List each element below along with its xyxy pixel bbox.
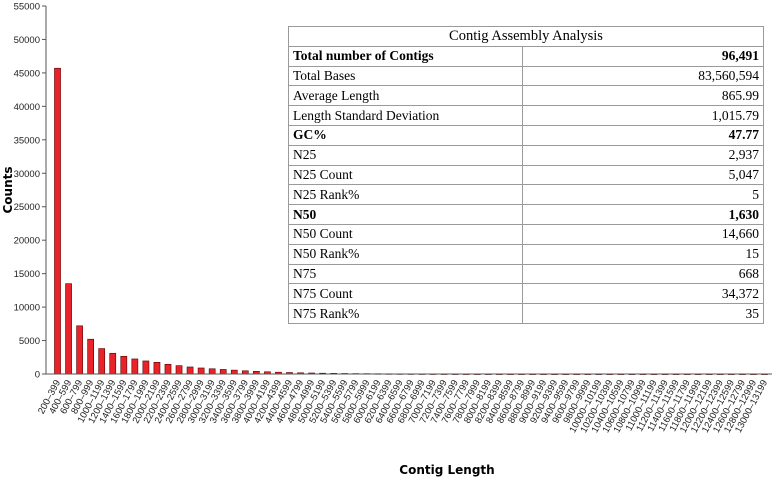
y-tick-label: 20000 xyxy=(14,236,40,247)
table-title: Contig Assembly Analysis xyxy=(288,26,764,47)
y-tick-label: 15000 xyxy=(14,269,40,280)
row-value: 15 xyxy=(522,243,764,265)
table-row: N75 Rank% 35 xyxy=(288,303,764,324)
bar xyxy=(65,283,72,375)
bar xyxy=(208,368,216,375)
row-value: 5 xyxy=(522,184,764,206)
y-tick-label: 25000 xyxy=(14,202,40,213)
bar xyxy=(186,366,194,375)
row-label: N25 Rank% xyxy=(288,184,523,206)
y-tick-label: 45000 xyxy=(14,68,40,79)
table-row: N25 Count 5,047 xyxy=(288,164,764,186)
bar xyxy=(76,325,83,375)
bar xyxy=(230,369,238,375)
contig-assembly-table: Contig Assembly Analysis Total number of… xyxy=(288,26,764,324)
row-value: 1,015.79 xyxy=(522,105,764,126)
bar xyxy=(120,355,128,375)
bar xyxy=(175,365,183,375)
row-label: N25 Count xyxy=(288,164,523,186)
table-row: N50 Count 14,660 xyxy=(288,223,764,245)
table-row: Average Length 865.99 xyxy=(288,85,764,107)
row-label: Total number of Contigs xyxy=(288,45,523,67)
row-label: N75 Rank% xyxy=(288,303,523,324)
bar xyxy=(87,338,94,375)
bar xyxy=(109,352,117,375)
y-tick-label: 10000 xyxy=(14,303,40,314)
bar xyxy=(164,363,172,375)
table-row: N50 Rank% 15 xyxy=(288,243,764,265)
row-label: N50 Rank% xyxy=(288,243,523,265)
x-axis-title: Contig Length xyxy=(399,463,494,477)
y-tick-label: 55000 xyxy=(14,2,40,13)
bar xyxy=(142,360,150,375)
row-value: 14,660 xyxy=(522,223,764,245)
row-label: Length Standard Deviation xyxy=(288,105,523,126)
row-value: 865.99 xyxy=(522,85,764,107)
table-row: GC% 47.77 xyxy=(288,124,764,146)
table-row: Total number of Contigs 96,491 xyxy=(288,45,764,67)
row-label: Average Length xyxy=(288,85,523,107)
y-tick-label: 30000 xyxy=(14,169,40,180)
table-row: Length Standard Deviation 1,015.79 xyxy=(288,105,764,126)
bar xyxy=(98,348,106,375)
row-value: 34,372 xyxy=(522,283,764,305)
bar xyxy=(54,67,61,375)
row-value: 2,937 xyxy=(522,144,764,166)
y-tick-label: 50000 xyxy=(14,35,40,46)
row-label: N25 xyxy=(288,144,523,166)
y-axis-ticks: 0 5000 10000 15000 20000 25000 30000 35000 40000… xyxy=(14,2,46,381)
table-row: N50 1,630 xyxy=(288,204,764,225)
bar xyxy=(131,358,139,375)
y-tick-label: 0 xyxy=(35,370,40,381)
row-value: 47.77 xyxy=(522,124,764,146)
row-label: N75 Count xyxy=(288,283,523,305)
row-label: GC% xyxy=(288,124,523,146)
x-axis-ticks: 200–399400–599600–799800–9991000–1199120… xyxy=(36,378,770,434)
row-value: 83,560,594 xyxy=(522,65,764,87)
row-label: N50 xyxy=(288,204,523,225)
row-value: 668 xyxy=(522,263,764,285)
y-tick-label: 5000 xyxy=(19,336,40,347)
row-value: 96,491 xyxy=(522,45,764,67)
y-axis-title: Counts xyxy=(1,166,15,213)
bar xyxy=(219,369,227,375)
y-tick-label: 40000 xyxy=(14,102,40,113)
table-row: Total Bases 83,560,594 xyxy=(288,65,764,87)
row-label: N50 Count xyxy=(288,223,523,245)
row-label: Total Bases xyxy=(288,65,523,87)
row-value: 35 xyxy=(522,303,764,324)
row-value: 5,047 xyxy=(522,164,764,186)
row-value: 1,630 xyxy=(522,204,764,225)
bar xyxy=(153,361,161,375)
y-tick-label: 35000 xyxy=(14,135,40,146)
table-row: N75 668 xyxy=(288,263,764,285)
row-label: N75 xyxy=(288,263,523,285)
table-row: N25 Rank% 5 xyxy=(288,184,764,206)
bar xyxy=(197,367,205,375)
table-row: N25 2,937 xyxy=(288,144,764,166)
table-row: N75 Count 34,372 xyxy=(288,283,764,305)
